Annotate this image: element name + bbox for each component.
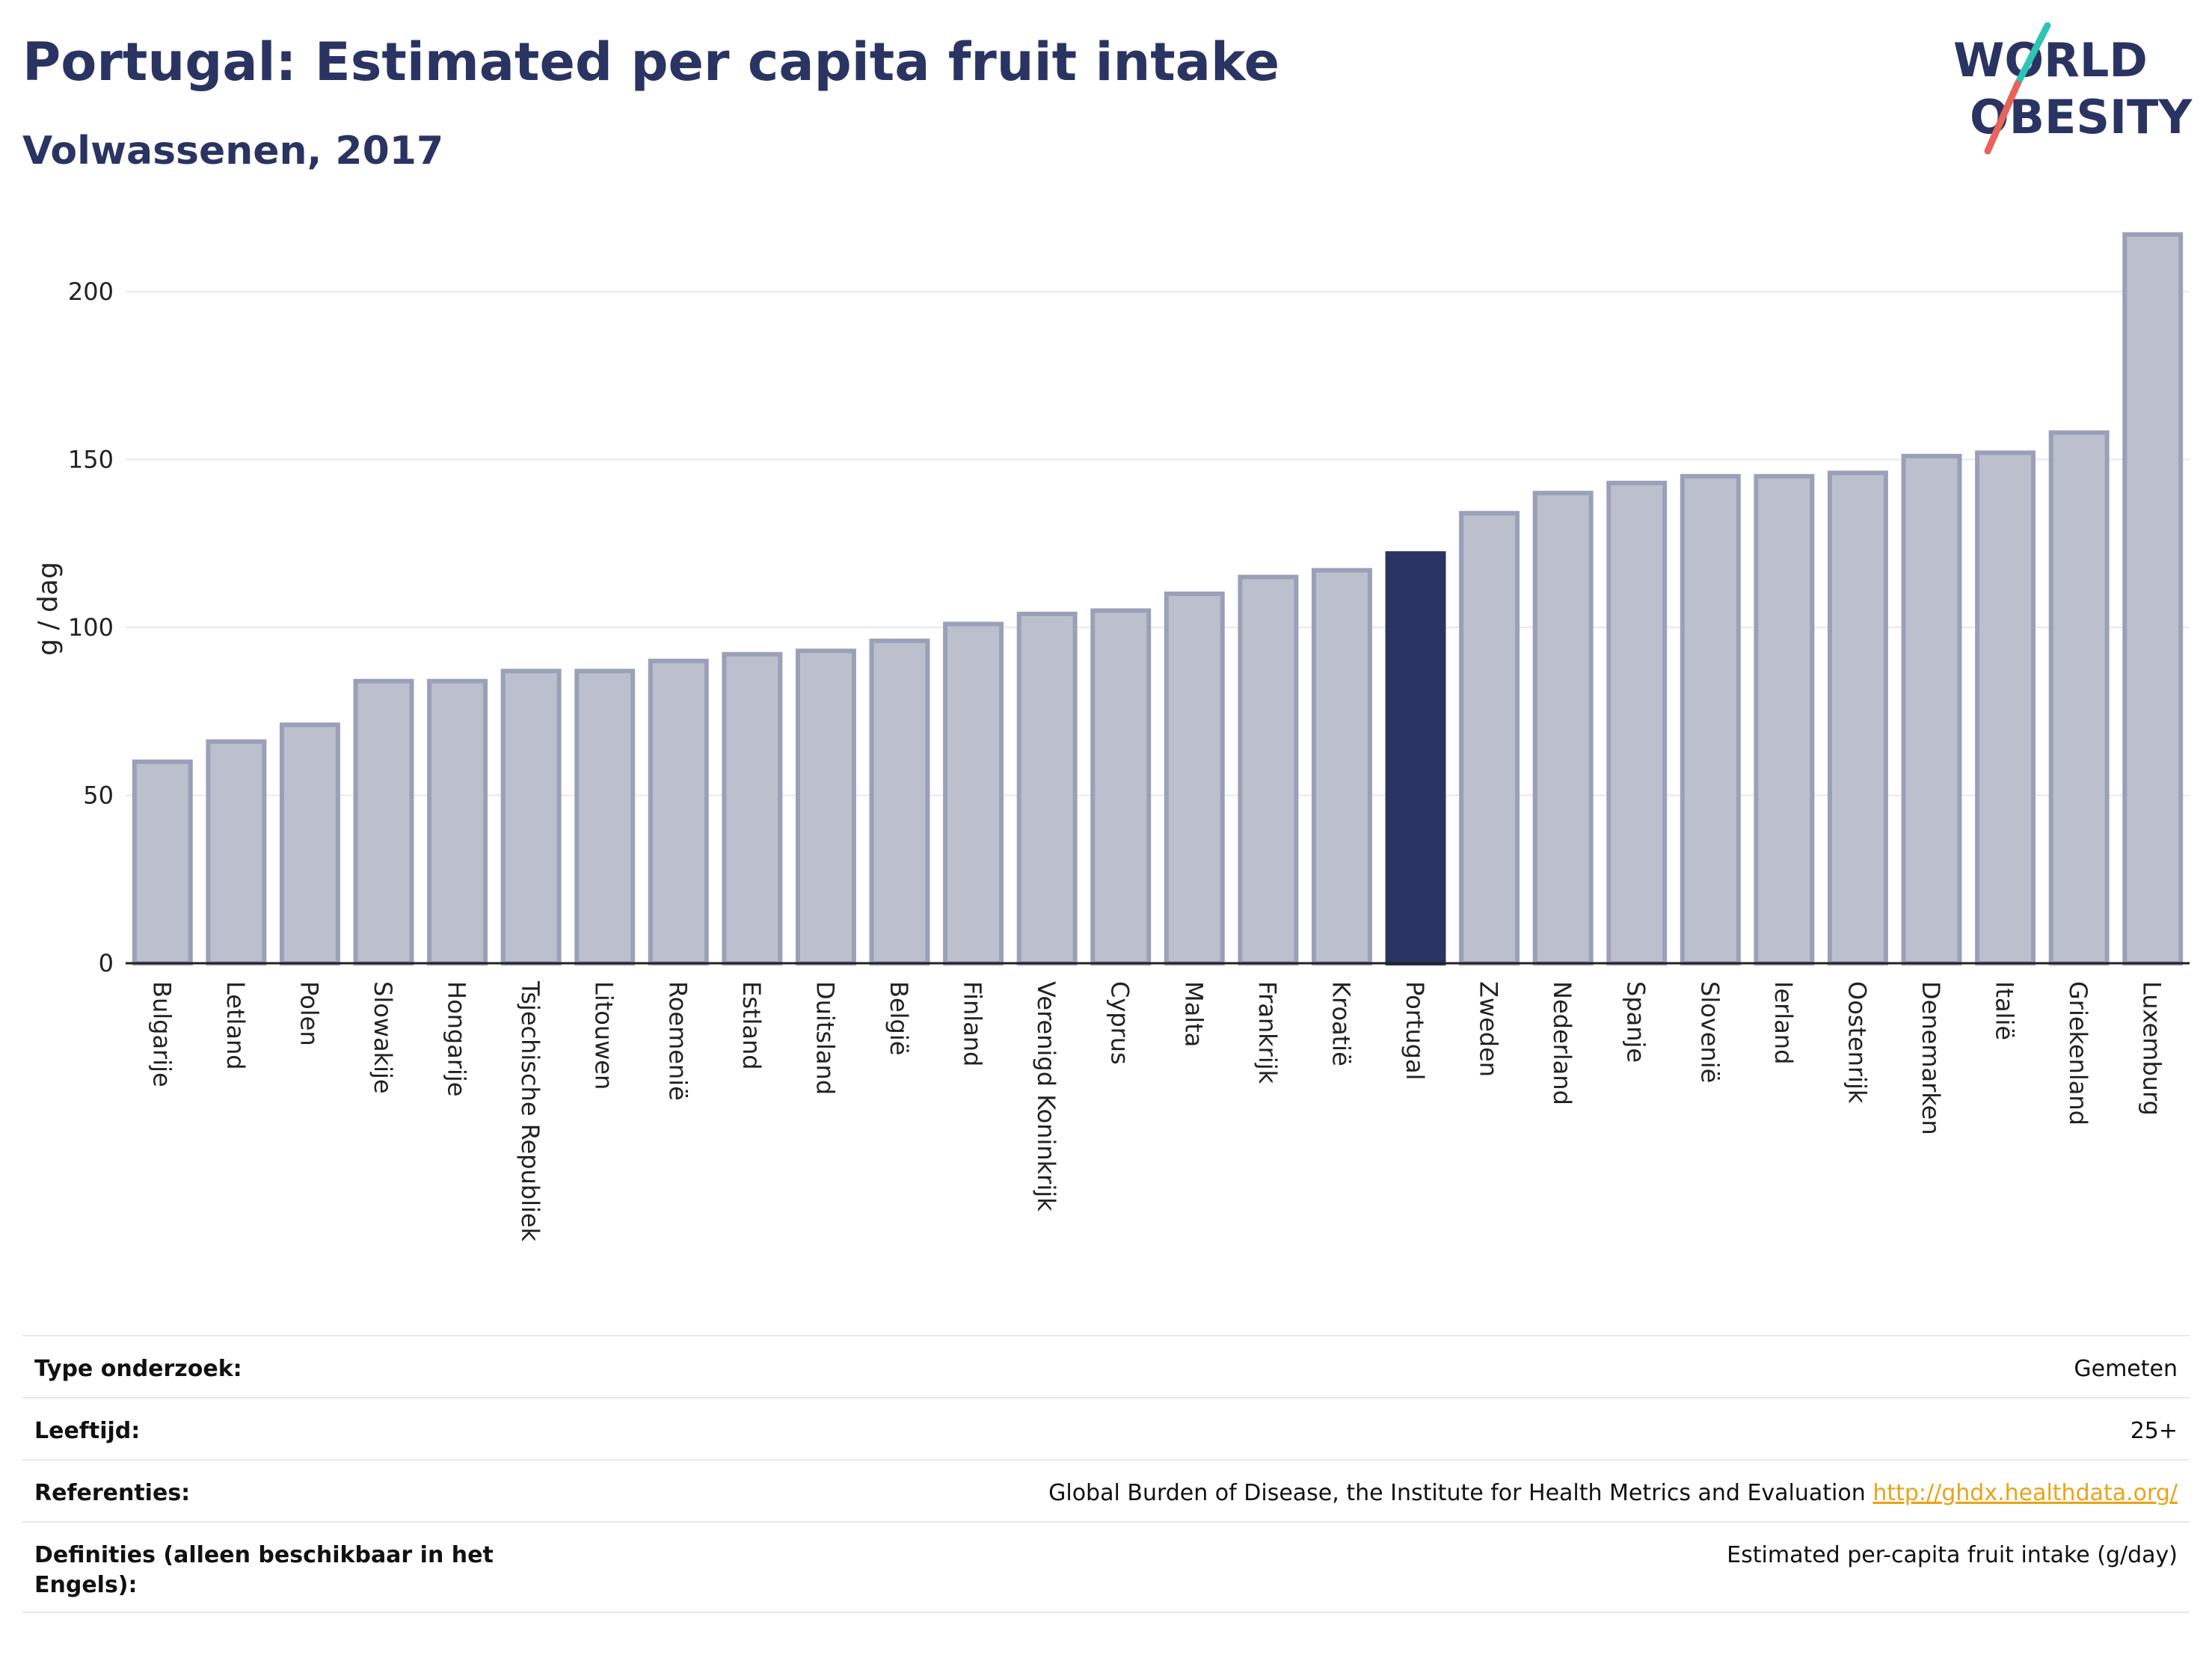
meta-label: Definities (alleen beschikbaar in het En… (34, 1542, 494, 1598)
x-tick-label: Tsjechische Republiek (516, 980, 544, 1242)
x-tick-label: Verenigd Koninkrijk (1032, 981, 1060, 1212)
x-tick-label: Italië (1991, 981, 2019, 1040)
world-obesity-logo: WORLD OBESITY (1953, 22, 2193, 155)
bar-luxemburg (2122, 232, 2184, 965)
bar-roemenië (648, 658, 709, 965)
logo-line1: WORLD (1953, 33, 2148, 87)
bar-oostenrijk (1827, 470, 1888, 965)
bar-slowakije (353, 678, 414, 965)
meta-value: Global Burden of Disease, the Institute … (1048, 1480, 1866, 1506)
x-tick-label: Nederland (1548, 981, 1576, 1105)
meta-label: Referenties: (34, 1480, 191, 1506)
x-tick-label: Polen (295, 981, 323, 1046)
bar-zweden (1459, 511, 1520, 965)
bar-ierland (1754, 473, 1815, 965)
x-tick-label: Litouwen (590, 981, 618, 1090)
x-tick-label: België (885, 981, 913, 1055)
x-tick-label: Frankrijk (1253, 981, 1282, 1084)
x-tick-label: Letland (221, 981, 250, 1070)
bar-kroatië (1311, 568, 1372, 965)
logo-slash-red (1984, 80, 2021, 155)
bar-spanje (1606, 480, 1668, 965)
bar-nederland (1532, 491, 1594, 965)
meta-row-survey-type: Type onderzoek: Gemeten (22, 1335, 2190, 1397)
logo-line2: OBESITY (1970, 90, 2193, 144)
x-tick-label: Kroatië (1327, 981, 1355, 1066)
bar-litouwen (574, 669, 636, 965)
bar-griekenland (2048, 430, 2110, 965)
bar-polen (279, 722, 340, 965)
bar-belgië (869, 638, 930, 965)
meta-value: 25+ (2130, 1418, 2178, 1444)
meta-value-wrapper: Global Burden of Disease, the Institute … (1048, 1479, 2178, 1508)
x-tick-label: Portugal (1401, 981, 1429, 1081)
y-tick-label: 0 (99, 949, 114, 977)
meta-value: Gemeten (2074, 1356, 2178, 1382)
bar-malta (1164, 592, 1225, 965)
bar-finland (943, 621, 1004, 965)
y-tick-label: 50 (83, 781, 114, 809)
x-tick-label: Spanje (1622, 981, 1650, 1063)
bar-hongarije (427, 678, 488, 965)
x-tick-label: Bulgarije (147, 981, 176, 1087)
x-tick-label: Malta (1179, 981, 1208, 1047)
meta-row-references: Referenties: Global Burden of Disease, t… (22, 1459, 2190, 1521)
x-tick-label: Cyprus (1106, 981, 1134, 1065)
bar-verenigd-koninkrijk (1016, 611, 1078, 965)
meta-row-definitions: Definities (alleen beschikbaar in het En… (22, 1521, 2190, 1613)
bar-chart: 0 50 100 150 200 Bulgarije Letland Polen Slowaki… (33, 232, 2190, 1242)
x-tick-label: Ierland (1769, 981, 1798, 1064)
x-tick-label: Denemarken (1917, 981, 1945, 1135)
y-tick-label: 200 (68, 277, 114, 306)
bar-tsjechische-republiek (500, 669, 562, 965)
meta-value: Estimated per-capita fruit intake (g/day… (1727, 1542, 2178, 1568)
x-tick-label: Oostenrijk (1843, 981, 1871, 1104)
x-tick-label: Slovenië (1695, 981, 1724, 1083)
bar-portugal (1385, 551, 1446, 965)
meta-label: Type onderzoek: (34, 1356, 242, 1382)
y-axis-label: g / dag (33, 562, 64, 656)
metadata-table: Type onderzoek: Gemeten Leeftijd: 25+ Re… (22, 1335, 2190, 1613)
bar-frankrijk (1238, 574, 1299, 965)
bar-duitsland (795, 648, 856, 965)
x-tick-label: Hongarije (443, 981, 471, 1096)
x-tick-label: Luxemburg (2138, 981, 2166, 1116)
bar-denemarken (1901, 453, 1962, 965)
x-tick-label: Finland (959, 981, 987, 1066)
axes: 0 50 100 150 200 Bulgarije Letland Polen Slowaki… (68, 277, 2190, 1242)
reference-link[interactable]: http://ghdx.healthdata.org/ (1872, 1480, 2178, 1506)
bar-bulgarije (132, 759, 193, 966)
meta-label: Leeftijd: (34, 1418, 141, 1444)
x-tick-label: Duitsland (811, 981, 839, 1095)
y-tick-label: 150 (68, 445, 114, 473)
y-tick-label: 100 (68, 613, 114, 642)
x-tick-label: Griekenland (2064, 981, 2092, 1126)
bar-estland (722, 651, 783, 965)
x-tick-label: Slowakije (369, 981, 397, 1094)
x-tick-label: Roemenië (663, 981, 692, 1101)
bar-cyprus (1090, 608, 1152, 965)
bar-letland (206, 739, 267, 965)
x-tick-label: Zweden (1475, 981, 1503, 1077)
bars (132, 232, 2184, 966)
bar-italië (1975, 450, 2036, 965)
chart-title: Portugal: Estimated per capita fruit int… (22, 31, 1280, 93)
bar-slovenië (1680, 473, 1741, 965)
x-tick-label: Estland (737, 981, 766, 1070)
chart-subtitle: Volwassenen, 2017 (22, 129, 444, 174)
logo-slash-teal (2014, 22, 2051, 87)
meta-row-age: Leeftijd: 25+ (22, 1397, 2190, 1459)
